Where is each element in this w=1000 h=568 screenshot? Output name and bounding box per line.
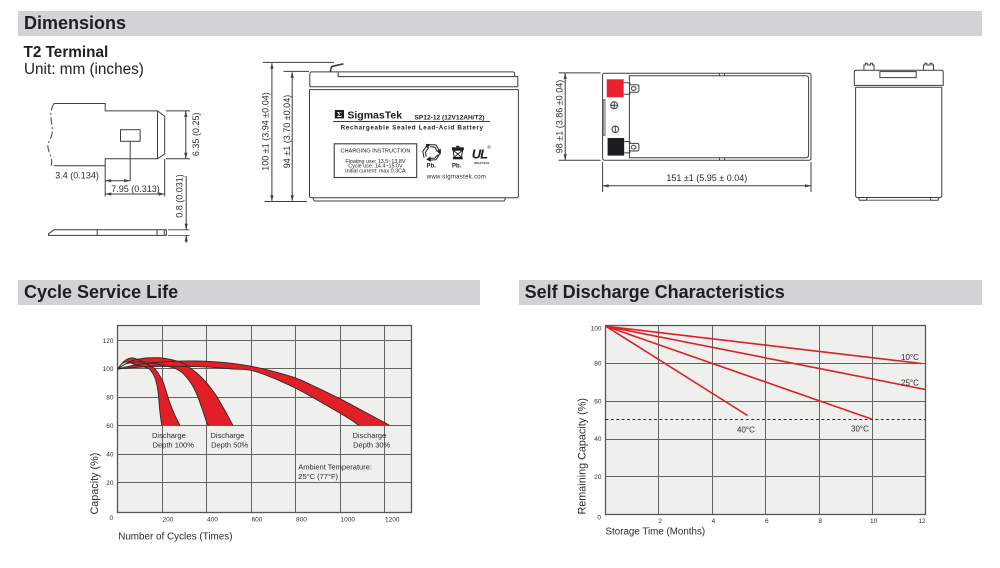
svg-text:CHARGING INSTRUCTION: CHARGING INSTRUCTION	[340, 149, 410, 155]
svg-text:Cycle use: 14.4~15.0V: Cycle use: 14.4~15.0V	[348, 164, 403, 170]
svg-text:3.4 (0.134): 3.4 (0.134)	[55, 171, 99, 181]
svg-text:800: 800	[296, 517, 307, 524]
svg-text:151 ±1 (5.95 ± 0.04): 151 ±1 (5.95 ± 0.04)	[666, 173, 747, 183]
svg-text:Depth 30%: Depth 30%	[353, 440, 390, 449]
svg-text:7.95 (0.313): 7.95 (0.313)	[111, 184, 160, 194]
svg-text:Rechargeable Sealed Lead-Acid: Rechargeable Sealed Lead-Acid Battery	[341, 124, 484, 131]
svg-text:30°C: 30°C	[851, 425, 869, 434]
svg-text:20: 20	[594, 474, 602, 481]
svg-text:SP12-12 (12V12AH/T2): SP12-12 (12V12AH/T2)	[415, 114, 485, 121]
svg-text:SigmasTek: SigmasTek	[347, 110, 402, 122]
svg-text:Pb.: Pb.	[452, 163, 462, 169]
svg-text:25°C: 25°C	[901, 379, 919, 388]
svg-text:MH47929: MH47929	[474, 161, 489, 165]
svg-text:UL: UL	[472, 147, 488, 162]
svg-text:40: 40	[594, 436, 602, 443]
svg-text:Ambient Temperature:: Ambient Temperature:	[298, 463, 372, 472]
svg-text:100: 100	[591, 326, 602, 333]
svg-text:Depth 50%: Depth 50%	[211, 440, 248, 449]
svg-text:6.35 (0.25): 6.35 (0.25)	[191, 113, 201, 157]
svg-text:0.8 (0.031): 0.8 (0.031)	[174, 174, 184, 218]
svg-text:Remaining Capacity (%): Remaining Capacity (%)	[577, 398, 589, 514]
svg-text:60: 60	[106, 423, 114, 430]
svg-text:25°C (77°F): 25°C (77°F)	[298, 472, 338, 481]
svg-text:Discharge: Discharge	[353, 431, 387, 440]
svg-text:60: 60	[594, 398, 602, 405]
svg-text:6: 6	[765, 518, 769, 525]
svg-text:100: 100	[103, 366, 114, 373]
svg-text:600: 600	[252, 517, 263, 524]
svg-text:10°C: 10°C	[901, 353, 919, 362]
svg-text:Discharge: Discharge	[152, 431, 186, 440]
svg-text:Capacity (%): Capacity (%)	[89, 453, 101, 515]
svg-text:Storage Time (Months): Storage Time (Months)	[606, 527, 706, 538]
svg-text:Σ: Σ	[337, 110, 342, 119]
svg-text:0: 0	[597, 515, 601, 522]
svg-text:Number of Cycles (Times): Number of Cycles (Times)	[118, 532, 232, 543]
svg-text:0: 0	[109, 515, 113, 522]
svg-text:94 ±1 (3.70 ±0.04): 94 ±1 (3.70 ±0.04)	[282, 95, 292, 168]
svg-text:80: 80	[106, 395, 114, 402]
svg-text:20: 20	[106, 480, 114, 487]
svg-text:Initial current: max 0.3CA: Initial current: max 0.3CA	[345, 169, 406, 175]
svg-text:2: 2	[658, 518, 662, 525]
svg-text:Pb.: Pb.	[427, 163, 437, 169]
svg-text:120: 120	[103, 338, 114, 345]
svg-text:Discharge: Discharge	[211, 431, 245, 440]
svg-text:40: 40	[106, 451, 114, 458]
svg-text:10: 10	[870, 518, 878, 525]
svg-text:80: 80	[594, 361, 602, 368]
svg-text:8: 8	[818, 518, 822, 525]
svg-text:1200: 1200	[385, 517, 400, 524]
svg-text:98 ±1 (3.86 ±0.04): 98 ±1 (3.86 ±0.04)	[554, 80, 564, 153]
svg-text:40°C: 40°C	[737, 426, 755, 435]
svg-text:www.sigmastek.com: www.sigmastek.com	[426, 174, 486, 180]
svg-text:100 ±1 (3.94 ±0.04): 100 ±1 (3.94 ±0.04)	[261, 92, 271, 170]
svg-text:Depth 100%: Depth 100%	[153, 440, 195, 449]
svg-text:1000: 1000	[341, 517, 356, 524]
svg-text:400: 400	[207, 517, 218, 524]
svg-text:200: 200	[163, 517, 174, 524]
svg-text:4: 4	[712, 518, 716, 525]
svg-text:Floating use: 13.5~13.8V: Floating use: 13.5~13.8V	[345, 159, 405, 165]
svg-text:12: 12	[918, 518, 926, 525]
